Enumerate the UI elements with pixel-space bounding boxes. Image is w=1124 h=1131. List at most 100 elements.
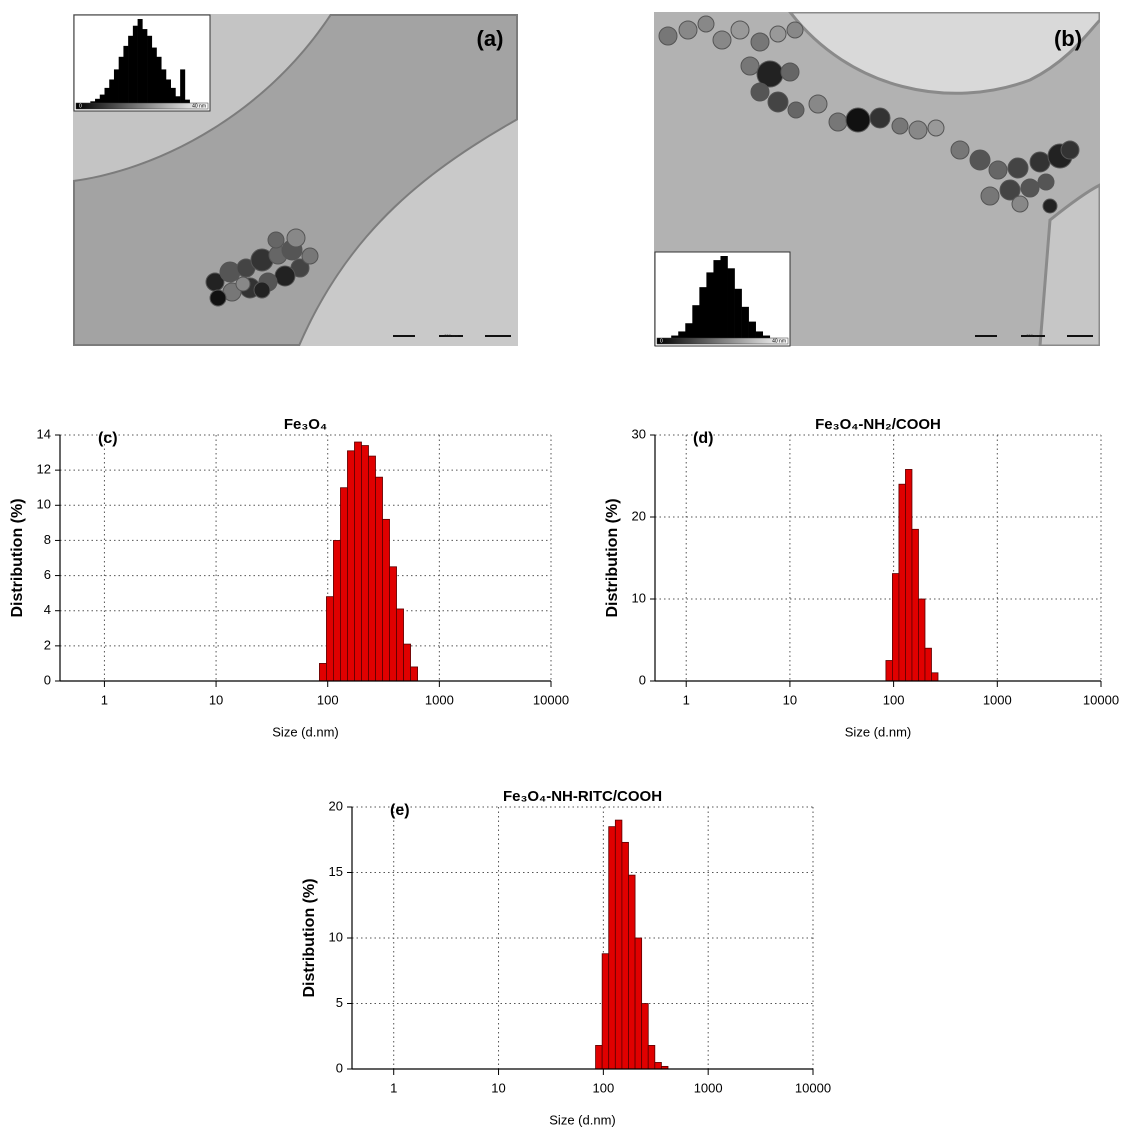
bar — [892, 573, 900, 682]
nanoparticle — [927, 119, 945, 137]
inset-bar — [170, 87, 176, 103]
inset-bar — [678, 331, 686, 338]
y-axis-label: Distribution (%) — [604, 498, 621, 617]
nanoparticle — [209, 289, 227, 307]
nanoparticle — [730, 20, 750, 40]
inset-bar — [95, 98, 101, 103]
bar — [918, 598, 926, 682]
y-tick-label: 5 — [336, 995, 343, 1010]
y-tick-label: 0 — [639, 672, 646, 687]
inset-x-label: 40 nm — [772, 338, 786, 344]
inset-bar — [720, 256, 728, 338]
nanoparticle — [301, 247, 319, 265]
chart-title: Fe₃O₄ — [284, 416, 327, 433]
inset-bar — [128, 35, 134, 103]
nanoparticle — [1020, 178, 1040, 198]
y-tick-label: 6 — [44, 567, 51, 582]
y-tick-label: 10 — [329, 929, 343, 944]
y-tick-label: 20 — [632, 508, 646, 523]
y-tick-label: 4 — [44, 602, 51, 617]
bar — [654, 1062, 662, 1070]
x-axis-label: Size (d.nm) — [272, 724, 338, 739]
nanoparticle — [1029, 151, 1051, 173]
bar — [319, 663, 327, 682]
nanoparticle — [769, 25, 787, 43]
scale-bar-label: 200 nm — [444, 333, 458, 338]
nanoparticle — [274, 265, 296, 287]
panel-label: (c) — [98, 430, 118, 447]
panel-label: (a) — [477, 26, 504, 51]
x-tick-label: 1000 — [983, 692, 1012, 707]
bar — [911, 528, 919, 682]
inset-bar — [161, 69, 167, 103]
tem-overlay — [205, 228, 319, 307]
bar — [595, 1045, 603, 1070]
nanoparticle — [891, 117, 909, 135]
inset-bar — [180, 69, 186, 103]
inset-bar — [175, 96, 181, 103]
x-tick-label: 10 — [783, 692, 797, 707]
nanoparticle — [740, 56, 760, 76]
y-tick-label: 14 — [37, 426, 51, 441]
inset-bar — [706, 272, 714, 338]
bar — [621, 841, 629, 1070]
inset-bar — [713, 260, 721, 338]
bar — [614, 819, 623, 1070]
y-tick-label: 0 — [336, 1060, 343, 1075]
inset-x-label: 40 nm — [192, 103, 206, 109]
bar — [382, 518, 390, 682]
y-tick-label: 30 — [632, 426, 646, 441]
y-tick-label: 10 — [632, 590, 646, 605]
bar — [905, 469, 913, 682]
nanoparticle — [999, 179, 1021, 201]
bar — [641, 1003, 649, 1070]
bar — [368, 455, 376, 682]
bar — [898, 483, 906, 682]
bar — [647, 1045, 656, 1070]
nanoparticle — [267, 231, 285, 249]
x-tick-label: 10000 — [533, 692, 569, 707]
nanoparticle — [780, 62, 800, 82]
inset-bar — [99, 94, 105, 103]
nanoparticle — [1037, 173, 1055, 191]
inset-x-label: 0 — [79, 103, 82, 109]
inset-bar — [671, 335, 679, 338]
scale-bar-label: 200 nm — [1026, 333, 1040, 338]
inset-bar — [123, 45, 129, 103]
y-tick-label: 15 — [329, 864, 343, 879]
bar — [340, 487, 348, 682]
x-tick-label: 1 — [390, 1080, 397, 1095]
bar — [347, 450, 355, 682]
bar — [410, 666, 418, 682]
x-tick-label: 1000 — [425, 692, 454, 707]
nanoparticle — [1011, 195, 1029, 213]
y-tick-label: 20 — [329, 798, 343, 813]
y-tick-label: 12 — [37, 462, 51, 477]
x-tick-label: 100 — [317, 692, 339, 707]
inset-bar — [184, 99, 190, 103]
inset-bar — [147, 35, 153, 103]
x-tick-label: 100 — [593, 1080, 615, 1095]
tem-image-b — [654, 12, 1100, 346]
bar — [326, 596, 334, 682]
nanoparticle — [969, 149, 991, 171]
inset-bar — [748, 321, 756, 338]
x-tick-label: 1000 — [694, 1080, 723, 1095]
x-tick-label: 1 — [683, 692, 690, 707]
nanoparticle — [786, 21, 804, 39]
nanoparticle — [845, 107, 871, 133]
bar — [354, 441, 362, 682]
y-tick-label: 10 — [37, 497, 51, 512]
inset-bar — [685, 323, 693, 338]
x-tick-label: 100 — [883, 692, 905, 707]
inset-gradient — [75, 102, 209, 110]
inset-x-label: 0 — [660, 338, 663, 344]
chart-title: Fe₃O₄-NH-RITC/COOH — [503, 788, 662, 805]
x-tick-label: 10 — [491, 1080, 505, 1095]
bar — [601, 953, 610, 1070]
inset-bar — [741, 306, 749, 338]
inset-bar — [151, 47, 157, 103]
bar — [361, 445, 369, 682]
